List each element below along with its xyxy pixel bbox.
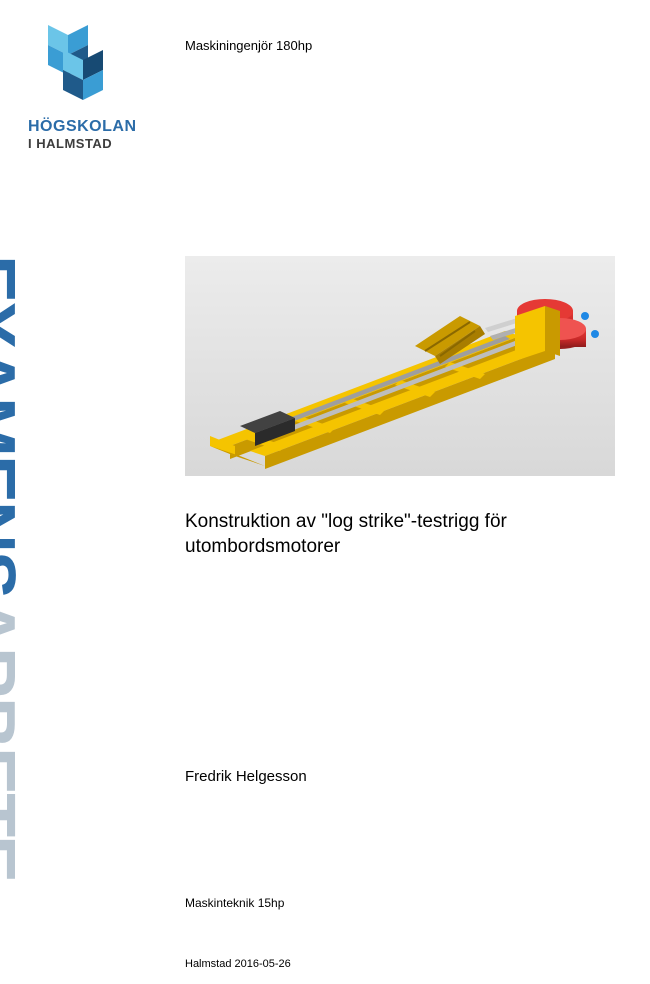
vertical-title-part2: ARBETE (0, 597, 29, 881)
program-label: Maskiningenjör 180hp (185, 38, 312, 53)
location-date: Halmstad 2016-05-26 (185, 958, 291, 970)
university-logo: HÖGSKOLAN I HALMSTAD (28, 20, 143, 151)
logo-text-main: HÖGSKOLAN (28, 118, 143, 136)
page: HÖGSKOLAN I HALMSTAD Maskiningenjör 180h… (0, 0, 650, 984)
logo-mark (28, 20, 123, 110)
vertical-title-part1: EXAMENS (0, 255, 29, 597)
thesis-figure (185, 256, 615, 476)
thesis-title: Konstruktion av "log strike"-testrigg fö… (185, 510, 605, 559)
logo-text-sub: I HALMSTAD (28, 136, 143, 151)
document-type-label: EXAMENSARBETE (0, 255, 30, 881)
author-name: Fredrik Helgesson (185, 768, 307, 785)
subject-label: Maskinteknik 15hp (185, 896, 284, 910)
